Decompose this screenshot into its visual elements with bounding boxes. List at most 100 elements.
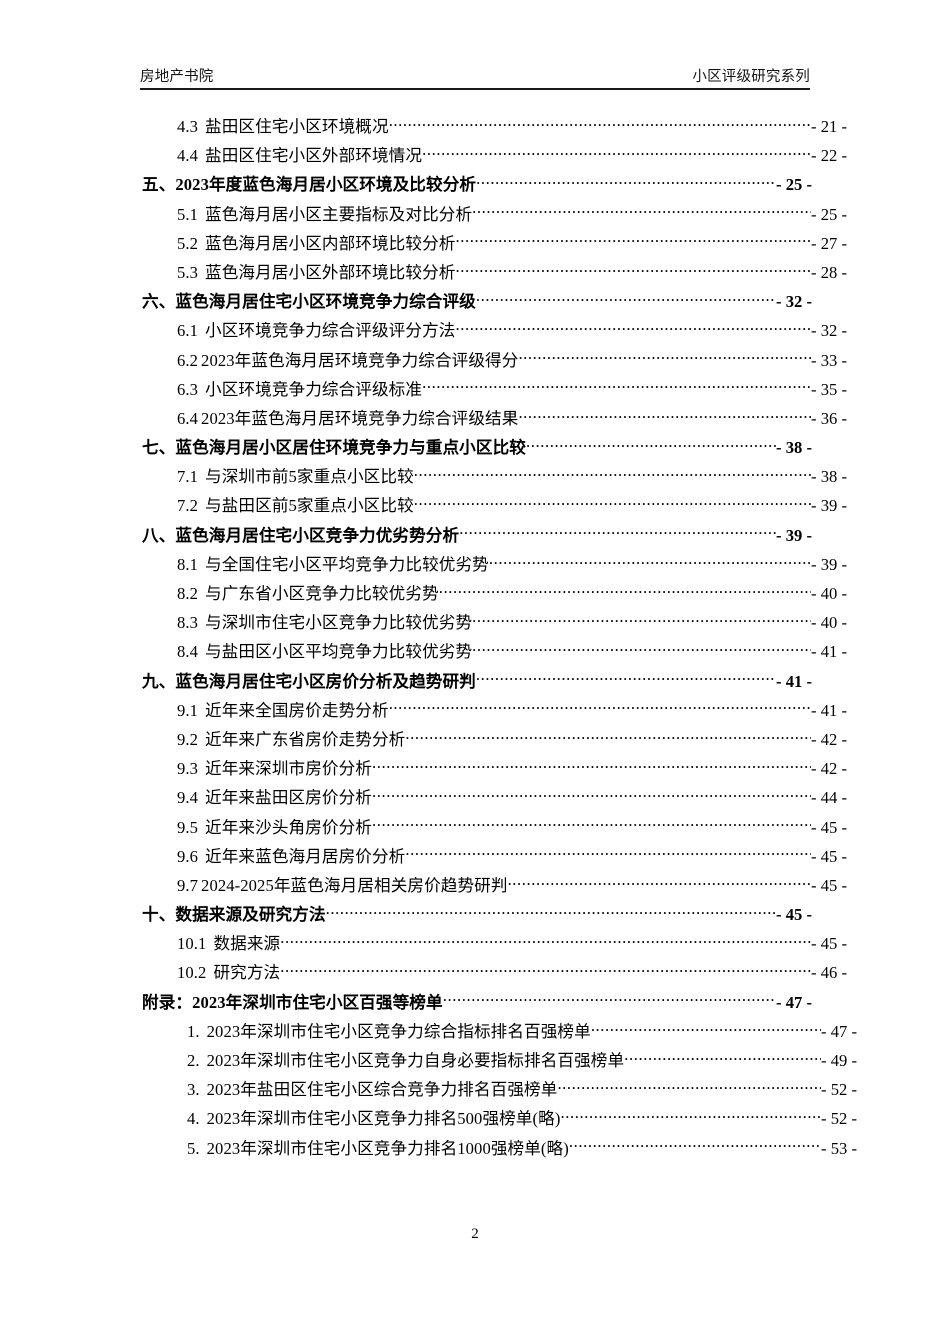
toc-entry-page-number: - 32 - (776, 292, 812, 312)
toc-entry-number: 附录： (142, 992, 193, 1012)
toc-entry[interactable]: 8.2 与广东省小区竞争力比较优劣势 - 40 - (140, 580, 847, 609)
toc-entry[interactable]: 9.5 近年来沙头角房价分析 - 45 - (140, 814, 847, 843)
toc-entry-title: 近年来沙头角房价分析 (205, 817, 372, 837)
toc-entry-page-number: - 53 - (821, 1138, 857, 1158)
toc-entry[interactable]: 附录：2023年深圳市住宅小区百强等榜单 - 47 - (140, 989, 812, 1018)
toc-entry[interactable]: 八、蓝色海月居住宅小区竞争力优劣势分析 - 39 - (140, 522, 812, 551)
toc-entry-label: 7.2 与盐田区前5家重点小区比较 (177, 492, 414, 516)
toc-entry-number: 5. (187, 1138, 200, 1158)
toc-entry[interactable]: 8.3 与深圳市住宅小区竞争力比较优劣势 - 40 - (140, 609, 847, 638)
toc-entry-number: 九、 (142, 671, 176, 691)
toc-entry-number: 6.3 (177, 379, 199, 399)
toc-entry-label: 9.4 近年来盐田区房价分析 (177, 784, 372, 808)
toc-entry[interactable]: 8.4 与盐田区小区平均竞争力比较优劣势 - 41 - (140, 638, 847, 667)
toc-dot-leader (422, 145, 811, 162)
toc-entry-number: 8.3 (177, 613, 199, 633)
toc-entry[interactable]: 4.3 盐田区住宅小区环境概况 - 21 - (140, 113, 847, 142)
toc-entry-page-number: - 25 - (776, 175, 812, 195)
toc-entry-title: 2023年蓝色海月居环境竞争力综合评级结果 (201, 408, 519, 428)
toc-entry[interactable]: 5.2 蓝色海月居小区内部环境比较分析 - 27 - (140, 230, 847, 259)
toc-dot-leader (405, 845, 811, 862)
toc-entry-number: 9.4 (177, 788, 199, 808)
toc-entry[interactable]: 6.1 小区环境竞争力综合评级评分方法 - 32 - (140, 317, 847, 346)
toc-entry[interactable]: 十、数据来源及研究方法 - 45 - (140, 901, 812, 930)
toc-dot-leader (476, 291, 776, 308)
toc-entry-page-number: - 52 - (821, 1080, 857, 1100)
toc-entry[interactable]: 2. 2023年深圳市住宅小区竞争力自身必要指标排名百强榜单 - 49 - (140, 1047, 857, 1076)
toc-entry[interactable]: 9.3 近年来深圳市房价分析 - 42 - (140, 755, 847, 784)
toc-entry[interactable]: 4. 2023年深圳市住宅小区竞争力排名500强榜单(略) - 52 - (140, 1105, 857, 1134)
toc-entry-page-number: - 21 - (811, 117, 847, 136)
toc-entry-page-number: - 42 - (811, 729, 847, 749)
toc-entry-title: 盐田区住宅小区外部环境情况 (205, 146, 423, 166)
toc-entry-title: 2023年深圳市住宅小区百强等榜单 (192, 992, 443, 1012)
toc-entry-label: 六、蓝色海月居住宅小区环境竞争力综合评级 (142, 288, 476, 312)
toc-entry-label: 6.1 小区环境竞争力综合评级评分方法 (177, 317, 455, 341)
toc-entry-number: 8.1 (177, 554, 199, 574)
toc-entry[interactable]: 6.3 小区环境竞争力综合评级标准 - 35 - (140, 376, 847, 405)
toc-entry-label: 附录：2023年深圳市住宅小区百强等榜单 (142, 989, 443, 1013)
toc-entry[interactable]: 4.4 盐田区住宅小区外部环境情况 - 22 - (140, 142, 847, 171)
toc-dot-leader (443, 991, 776, 1008)
toc-dot-leader (439, 582, 811, 599)
toc-entry[interactable]: 8.1 与全国住宅小区平均竞争力比较优劣势 - 39 - (140, 551, 847, 580)
toc-dot-leader (526, 436, 776, 453)
toc-entry-title: 盐田区住宅小区环境概况 (205, 117, 389, 136)
toc-entry-page-number: - 32 - (811, 321, 847, 341)
toc-entry[interactable]: 九、蓝色海月居住宅小区房价分析及趋势研判 - 41 - (140, 668, 812, 697)
toc-entry[interactable]: 5.3 蓝色海月居小区外部环境比较分析 - 28 - (140, 259, 847, 288)
toc-entry-number: 4.3 (177, 117, 199, 136)
toc-entry[interactable]: 10.2 研究方法 - 46 - (140, 959, 847, 988)
toc-entry-page-number: - 40 - (811, 584, 847, 603)
toc-entry[interactable]: 10.1 数据来源 - 45 - (140, 930, 847, 959)
toc-entry[interactable]: 7.1 与深圳市前5家重点小区比较 - 38 - (140, 463, 847, 492)
header-right-text: 小区评级研究系列 (692, 69, 810, 86)
toc-entry-title: 近年来蓝色海月居房价分析 (205, 846, 406, 866)
toc-entry-title: 蓝色海月居小区居住环境竞争力与重点小区比较 (175, 438, 526, 458)
toc-entry-page-number: - 46 - (811, 963, 847, 983)
toc-dot-leader (476, 174, 776, 191)
toc-entry-title: 蓝色海月居住宅小区房价分析及趋势研判 (175, 671, 476, 691)
toc-entry[interactable]: 9.4 近年来盐田区房价分析 - 44 - (140, 784, 847, 813)
toc-entry[interactable]: 9.2 近年来广东省房价走势分析 - 42 - (140, 726, 847, 755)
toc-entry-page-number: - 22 - (811, 146, 847, 166)
toc-entry[interactable]: 7.2 与盐田区前5家重点小区比较 - 39 - (140, 492, 847, 521)
toc-dot-leader (372, 758, 811, 775)
toc-entry-page-number: - 36 - (811, 408, 847, 428)
toc-entry-label: 4.4 盐田区住宅小区外部环境情况 (177, 142, 422, 166)
toc-entry[interactable]: 9.6 近年来蓝色海月居房价分析 - 45 - (140, 843, 847, 872)
toc-dot-leader (280, 933, 811, 950)
toc-entry[interactable]: 1. 2023年深圳市住宅小区竞争力综合指标排名百强榜单 - 47 - (140, 1018, 857, 1047)
toc-entry[interactable]: 5.1 蓝色海月居小区主要指标及对比分析 - 25 - (140, 201, 847, 230)
toc-entry-label: 4.3 盐田区住宅小区环境概况 (177, 113, 389, 137)
toc-entry-title: 近年来广东省房价走势分析 (205, 729, 406, 749)
toc-entry-title: 2023年深圳市住宅小区竞争力排名1000强榜单(略) (206, 1138, 569, 1158)
toc-entry-number: 9.1 (177, 700, 199, 720)
toc-entry-page-number: - 33 - (811, 350, 847, 370)
toc-entry-number: 3. (187, 1080, 200, 1100)
toc-entry-title: 近年来盐田区房价分析 (205, 788, 372, 808)
toc-entry[interactable]: 9.1 近年来全国房价走势分析 - 41 - (140, 697, 847, 726)
toc-entry[interactable]: 五、2023年度蓝色海月居小区环境及比较分析 - 25 - (140, 171, 812, 200)
toc-dot-leader (472, 641, 811, 658)
toc-entry[interactable]: 六、蓝色海月居住宅小区环境竞争力综合评级 - 32 - (140, 288, 812, 317)
toc-entry-label: 8.3 与深圳市住宅小区竞争力比较优劣势 (177, 609, 472, 633)
toc-entry-title: 2024-2025年蓝色海月居相关房价趋势研判 (201, 875, 508, 895)
toc-entry[interactable]: 七、蓝色海月居小区居住环境竞争力与重点小区比较 - 38 - (140, 434, 812, 463)
toc-entry-number: 10.1 (177, 934, 207, 954)
toc-entry-title: 与盐田区小区平均竞争力比较优劣势 (205, 642, 473, 662)
toc-entry[interactable]: 3. 2023年盐田区住宅小区综合竞争力排名百强榜单 - 52 - (140, 1076, 857, 1105)
page-number-footer: 2 (471, 1226, 479, 1242)
toc-entry-page-number: - 41 - (811, 642, 847, 662)
toc-entry-page-number: - 47 - (776, 992, 812, 1012)
toc-entry-number: 6.4 (177, 408, 199, 428)
toc-entry-page-number: - 25 - (811, 204, 847, 224)
toc-entry-page-number: - 40 - (811, 613, 847, 633)
toc-entry[interactable]: 5. 2023年深圳市住宅小区竞争力排名1000强榜单(略) - 53 - (140, 1135, 857, 1164)
toc-entry-title: 2023年深圳市住宅小区竞争力自身必要指标排名百强榜单 (206, 1051, 625, 1070)
toc-dot-leader (508, 874, 811, 891)
toc-entry-label: 9.7 2024-2025年蓝色海月居相关房价趋势研判 (177, 872, 508, 896)
